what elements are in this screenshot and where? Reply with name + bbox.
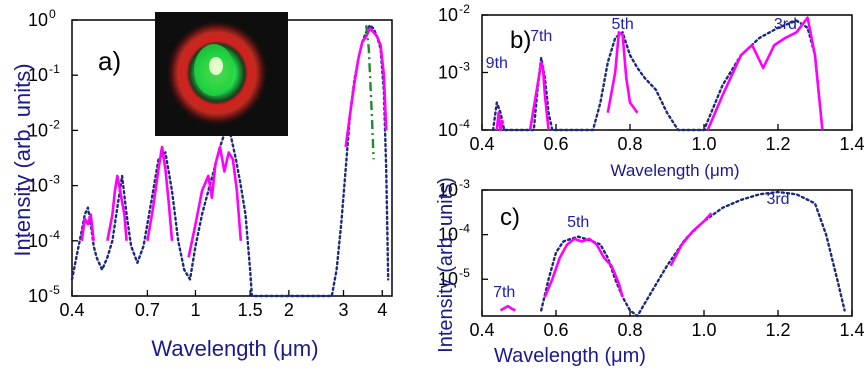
magenta-series-line [543,237,624,298]
y-tick-exponent: -4 [459,222,470,236]
harmonic-label: 5th [567,214,589,231]
harmonic-label: 7th [530,28,552,45]
x-tick-label: 0.6 [543,134,568,154]
y-tick-label: 10 [28,10,48,30]
y-tick-label: 10 [438,120,458,140]
y-tick-exponent: -1 [49,62,60,76]
dotted-series-line [540,190,846,318]
x-axis-title: Wavelength (μm) [151,336,318,361]
y-axis-title: Intensity (arb. units) [10,63,35,256]
x-tick-label: 4 [377,300,387,320]
y-tick-label: 10 [28,176,48,196]
x-tick-label: 1.4 [839,320,864,340]
x-tick-label: 0.4 [59,300,84,320]
y-tick-exponent: -4 [49,228,60,242]
beam-profile-image [155,12,288,136]
x-tick-label: 0.8 [617,320,642,340]
magenta-series-line [80,213,95,241]
x-tick-label: 0.4 [469,320,494,340]
y-axis-title: Intensity (arb. units) [435,177,457,353]
x-tick-label: 1.0 [691,134,716,154]
y-tick-label: 10 [438,225,458,245]
magenta-series-line [528,61,550,131]
y-tick-label: 10 [28,286,48,306]
y-tick-label: 10 [438,5,458,25]
harmonic-label: 9th [486,55,508,72]
panel-label: b) [510,27,531,54]
magenta-series-line [344,27,388,148]
plot-frame [481,189,853,317]
y-tick-label: 10 [28,231,48,251]
y-tick-exponent: -5 [459,266,470,280]
y-tick-label: 10 [438,180,458,200]
panel-a-chart: 0.4 0.7 1 1.5 2 3 410-510-410-310-210-110 0a)Wa… [10,7,393,361]
panel-label: c) [500,204,520,231]
magenta-series-line [669,212,713,267]
magenta-series-line [187,145,243,258]
y-tick-exponent: -3 [459,177,470,191]
x-tick-label: 0.8 [617,134,642,154]
x-tick-label: 1 [190,300,200,320]
y-tick-exponent: -2 [459,2,470,16]
y-tick-exponent: 0 [49,7,56,21]
magenta-series-line [706,16,824,131]
harmonic-label: 5th [611,16,633,33]
x-tick-label: 1.4 [839,134,864,154]
y-tick-exponent: -3 [49,173,60,187]
x-tick-label: 0.7 [135,300,160,320]
panel-c-chart: 0.4 0.6 0.8 1.0 1.2 1.410-510-410 -37th5th3rdc… [435,177,865,367]
harmonic-label: 3rd [766,191,789,208]
x-tick-label: 0.6 [543,320,568,340]
x-axis-title: Wavelength (μm) [494,345,646,367]
x-tick-label: 0.4 [469,134,494,154]
y-tick-exponent: -5 [49,283,60,297]
magenta-series-line [106,174,128,242]
dotted-series-line [491,19,824,132]
x-tick-label: 3 [338,300,348,320]
x-tick-label: 1.2 [765,134,790,154]
magenta-series-line [495,111,504,132]
y-tick-exponent: -3 [459,60,470,74]
panel-label: a) [98,46,121,76]
y-tick-exponent: -4 [459,117,470,131]
x-tick-label: 1.0 [691,320,716,340]
x-axis-title: Wavelength (μm) [610,161,739,180]
harmonic-label: 3rd [774,16,797,33]
magenta-series-line [499,304,516,312]
y-tick-label: 10 [438,63,458,83]
magenta-series-line [146,145,174,242]
harmonic-label: 7th [493,284,515,301]
magenta-series-line [606,30,639,114]
x-tick-label: 2 [284,300,294,320]
y-tick-label: 10 [28,120,48,140]
green-dashdot-line [365,25,375,160]
x-tick-label: 1.5 [238,300,263,320]
x-tick-label: 1.2 [765,320,790,340]
y-tick-label: 10 [28,65,48,85]
y-tick-exponent: -2 [49,117,60,131]
y-tick-label: 10 [438,269,458,289]
